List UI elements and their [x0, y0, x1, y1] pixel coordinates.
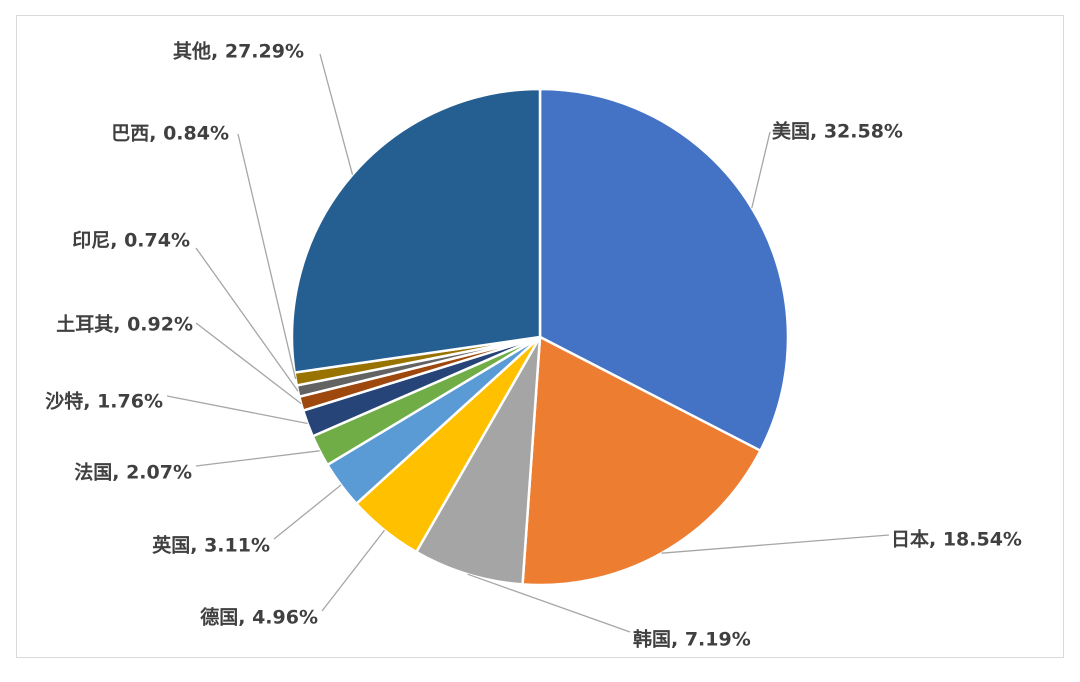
- slice-label-9: 印尼, 0.74%: [72, 230, 190, 252]
- pie-slice-3: [414, 336, 542, 586]
- slice-label-7: 沙特, 1.76%: [45, 391, 163, 413]
- leader-line-10: [237, 133, 297, 380]
- slice-label-1: 美国, 32.58%: [772, 120, 903, 143]
- slice-label-3: 韩国, 7.19%: [633, 628, 751, 651]
- leader-line-5: [273, 484, 342, 540]
- slice-label-5: 英国, 3.11%: [152, 534, 270, 557]
- leader-line-7: [166, 395, 308, 425]
- pie-slice-2: [521, 335, 763, 587]
- pie-slice-1: [538, 87, 790, 453]
- pie-slices: [290, 87, 790, 587]
- leader-line-6: [195, 450, 320, 467]
- slice-label-11: 其他, 27.29%: [173, 40, 304, 63]
- leader-line-1: [751, 131, 771, 209]
- leader-line-3: [467, 573, 631, 633]
- leader-line-11: [319, 53, 354, 175]
- leader-line-8: [195, 322, 302, 405]
- slice-label-6: 法国, 2.07%: [74, 461, 192, 484]
- leader-line-2: [661, 534, 890, 554]
- leader-line-4: [321, 529, 386, 612]
- leader-line-9: [195, 247, 299, 392]
- pie-slice-11: [290, 87, 542, 374]
- slice-label-2: 日本, 18.54%: [891, 528, 1022, 551]
- slice-label-4: 德国, 4.96%: [200, 606, 318, 629]
- leader-lines: [166, 53, 890, 633]
- slice-labels: 美国, 32.58% 日本, 18.54% 韩国, 7.19% 德国, 4.96% 英国…: [45, 40, 1022, 651]
- slice-label-10: 巴西, 0.84%: [111, 123, 229, 145]
- slice-label-8: 土耳其, 0.92%: [56, 314, 193, 336]
